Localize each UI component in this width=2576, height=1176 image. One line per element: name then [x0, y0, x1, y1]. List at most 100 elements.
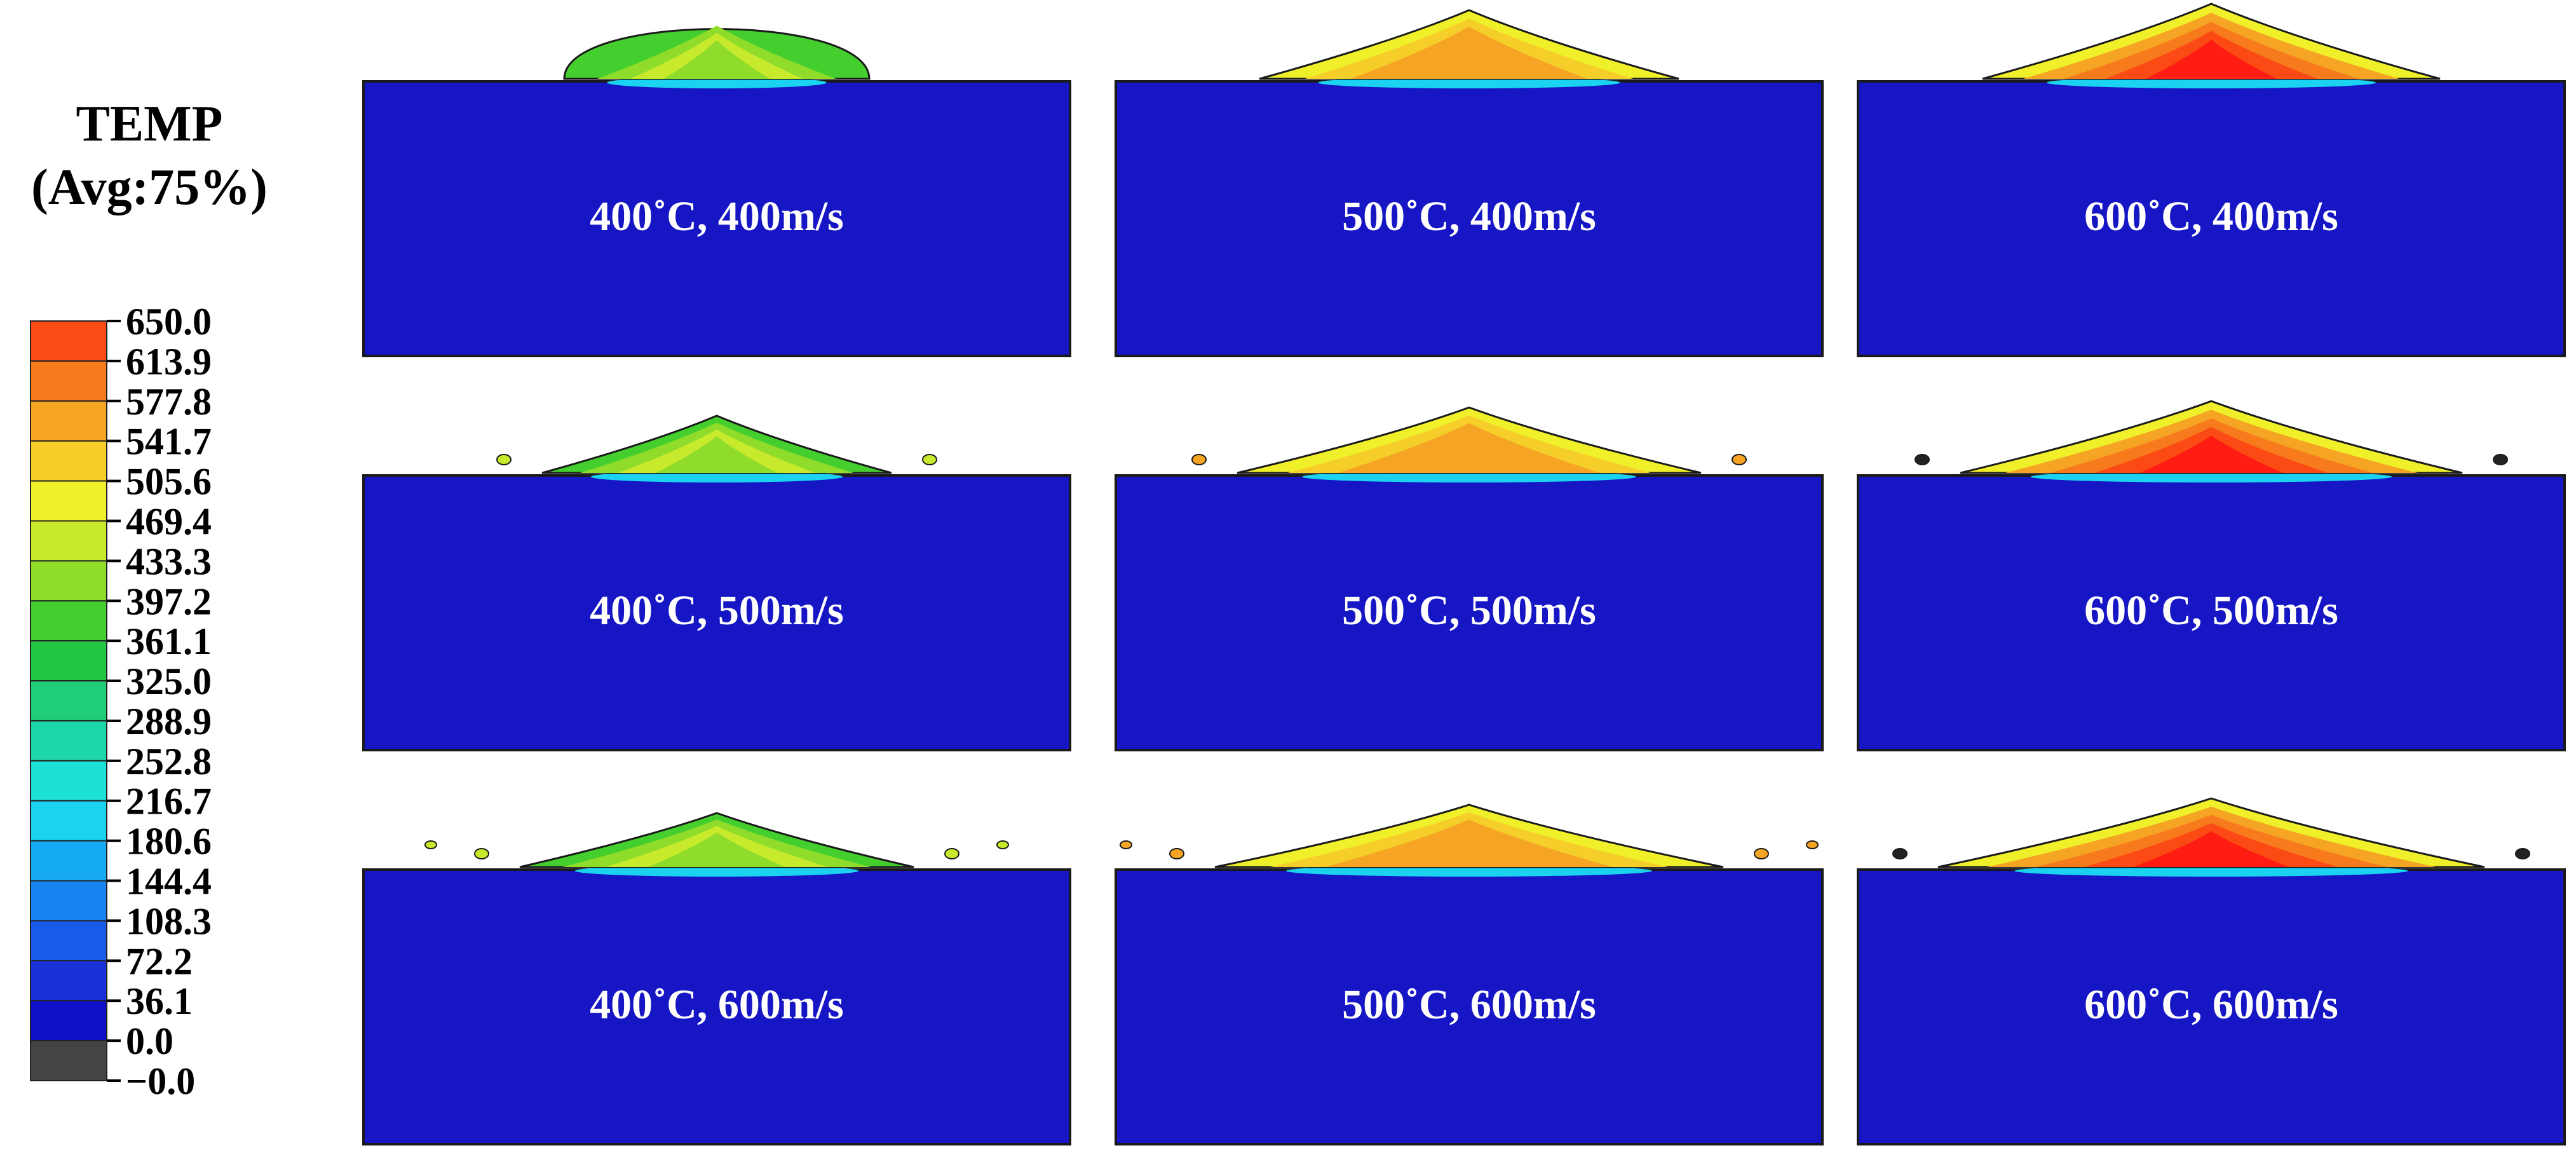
ejected-droplet [1169, 848, 1184, 859]
legend-tick-label: 469.4 [126, 500, 212, 542]
panel-figure [1115, 406, 1824, 751]
ejected-droplet [1806, 840, 1819, 849]
legend-title: TEMP [76, 96, 223, 152]
legend-subtitle: (Avg:75%) [31, 160, 268, 215]
legend-tick-label: −0.0 [126, 1060, 195, 1102]
legend-swatch [30, 800, 107, 842]
ejected-droplet [1754, 848, 1769, 859]
panel-condition-label: 500˚C, 600m/s [1342, 981, 1596, 1028]
ejected-droplet [1732, 454, 1747, 465]
legend-swatch [30, 560, 107, 602]
panel-condition-label: 600˚C, 400m/s [2084, 193, 2338, 240]
substrate-block [1115, 80, 1824, 357]
substrate-block [1857, 474, 2566, 751]
legend-swatch [30, 520, 107, 562]
legend-colorbar: 650.0613.9577.8541.7505.6469.4433.3397.2… [30, 301, 212, 1102]
panel-figure [1857, 3, 2566, 357]
ejected-droplet [2515, 848, 2530, 859]
legend-swatch [30, 880, 107, 922]
temperature-legend: TEMP (Avg:75%) 650.0 613.9 577.8 541.7 505.6… [0, 0, 330, 1170]
deposit-layer [1396, 34, 1542, 79]
simulation-panel: 600˚C, 500m/s [1855, 394, 2567, 782]
legend-swatch [30, 400, 107, 442]
panel-figure [1115, 9, 1824, 357]
deposit-layer [1388, 431, 1550, 473]
panel-figure [1857, 797, 2566, 1145]
simulation-panel: 600˚C, 400m/s [1855, 0, 2567, 388]
legend-tick-label: 577.8 [126, 381, 212, 423]
simulation-panel: 500˚C, 500m/s [1113, 394, 1825, 782]
legend-tick-label: 505.6 [126, 461, 212, 503]
deposit-layer [656, 436, 778, 473]
ejected-droplet [1191, 454, 1207, 465]
legend-tick-label: 397.2 [126, 580, 212, 622]
legend-swatch [30, 760, 107, 802]
ejected-droplet [922, 454, 937, 465]
legend-tick-label: 361.1 [126, 620, 212, 662]
panel-condition-label: 500˚C, 400m/s [1342, 193, 1596, 240]
panel-condition-label: 400˚C, 400m/s [590, 193, 844, 240]
legend-tick-label: 252.8 [126, 741, 212, 783]
legend-tick-label: 613.9 [126, 341, 212, 383]
legend-swatch [30, 1040, 107, 1081]
legend-tick-label: 650.0 [126, 301, 212, 343]
panel-condition-label: 600˚C, 500m/s [2084, 587, 2338, 634]
ejected-droplet [424, 840, 437, 849]
ejected-droplet [1892, 848, 1908, 859]
legend-tick-label: 0.0 [126, 1020, 173, 1062]
simulation-panel: 400˚C, 600m/s [361, 788, 1073, 1176]
substrate-block [1857, 80, 2566, 357]
legend-swatch [30, 720, 107, 762]
legend-swatch [30, 1000, 107, 1042]
legend-tick-label: 216.7 [126, 781, 212, 823]
panel-condition-label: 400˚C, 600m/s [590, 981, 844, 1028]
simulation-panel: 400˚C, 500m/s [361, 394, 1073, 782]
deposit-layer [2146, 39, 2277, 79]
legend-tick-label: 288.9 [126, 701, 212, 742]
panel-condition-label: 600˚C, 600m/s [2084, 981, 2338, 1028]
deposit-layer [2133, 831, 2289, 867]
legend-swatch [30, 960, 107, 1002]
simulation-panel: 600˚C, 600m/s [1855, 788, 2567, 1176]
panel-figure [362, 414, 1071, 751]
simulation-panel: 500˚C, 400m/s [1113, 0, 1825, 388]
panel-condition-label: 500˚C, 500m/s [1342, 587, 1596, 634]
deposit-layer [2139, 435, 2283, 473]
substrate-block [362, 80, 1071, 357]
substrate-block [362, 474, 1071, 751]
deposit-layer [663, 40, 770, 79]
panel-condition-label: 400˚C, 500m/s [590, 587, 844, 634]
ejected-droplet [474, 848, 489, 859]
legend-swatch [30, 840, 107, 882]
legend-tick-label: 144.4 [126, 861, 212, 903]
substrate-block [1115, 868, 1824, 1145]
legend-swatch [30, 360, 107, 402]
deposit-layer [648, 832, 785, 867]
substrate-block [1115, 474, 1824, 751]
panel-figure [1115, 803, 1824, 1145]
panel-figure [1857, 400, 2566, 751]
legend-swatch [30, 920, 107, 962]
ejected-droplet [996, 840, 1009, 849]
legend-swatch [30, 600, 107, 642]
panel-figure [362, 25, 1071, 357]
legend-tick-label: 72.2 [126, 940, 193, 982]
legend-swatch [30, 480, 107, 522]
ejected-droplet [944, 848, 959, 859]
legend-tick-label: 180.6 [126, 821, 212, 863]
legend-tick-label: 541.7 [126, 421, 212, 463]
legend-tick-label: 433.3 [126, 540, 212, 582]
ejected-droplet [1915, 454, 1930, 465]
simulation-panel: 500˚C, 600m/s [1113, 788, 1825, 1176]
ejected-droplet [1120, 840, 1132, 849]
deposit-layer [1380, 827, 1558, 867]
ejected-droplet [2493, 454, 2508, 465]
substrate-block [362, 868, 1071, 1145]
legend-tick-label: 108.3 [126, 900, 212, 942]
simulation-panel: 400˚C, 400m/s [361, 0, 1073, 388]
legend-tick-label: 325.0 [126, 660, 212, 702]
legend-swatch [30, 680, 107, 721]
legend-tick-label: 36.1 [126, 980, 193, 1022]
panel-figure [362, 812, 1071, 1145]
